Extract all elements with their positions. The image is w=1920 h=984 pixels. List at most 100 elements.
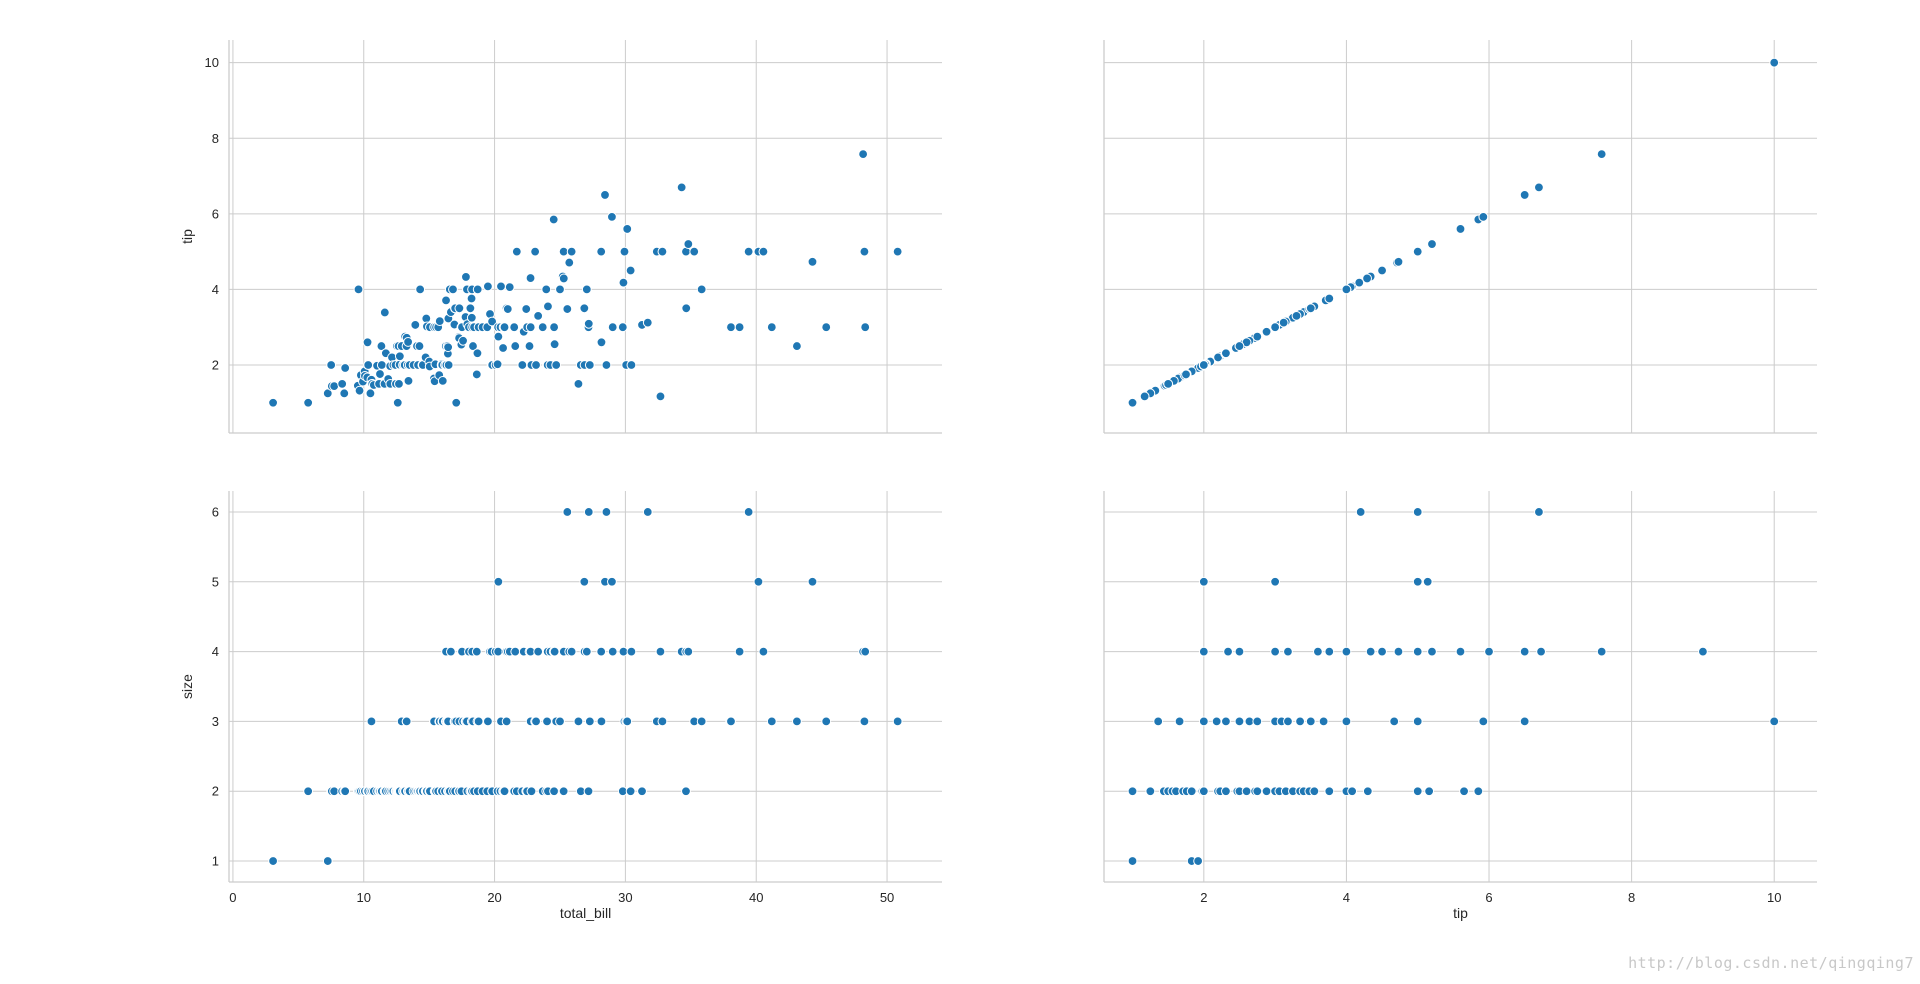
scatter-point <box>642 317 653 328</box>
scatter-point <box>1283 716 1293 727</box>
scatter-point <box>726 322 736 333</box>
y-axis-label: size <box>179 674 195 699</box>
scatter-point <box>511 246 522 257</box>
scatter-point <box>596 716 607 727</box>
scatter-point <box>1455 224 1466 234</box>
scatter-point <box>655 391 666 402</box>
scatter-point <box>625 265 636 276</box>
scatter-point <box>1221 786 1231 797</box>
scatter-point <box>601 507 612 517</box>
scatter-point <box>859 246 870 257</box>
scatter-point <box>1305 716 1316 727</box>
scatter-point <box>303 397 314 408</box>
scatter-point <box>437 375 448 386</box>
scatter-point <box>1305 303 1316 314</box>
scatter-point <box>792 341 802 351</box>
scatter-point <box>625 786 636 797</box>
scatter-point <box>472 348 483 359</box>
scatter-point <box>525 273 536 283</box>
scatter-point <box>683 239 694 249</box>
scatter-point <box>326 360 337 370</box>
scatter-point <box>375 369 385 379</box>
scatter-point <box>1412 716 1423 727</box>
scatter-point <box>1412 576 1423 587</box>
scatter-point <box>1221 716 1231 727</box>
scatter-point <box>637 786 647 797</box>
scatter-point <box>792 716 802 727</box>
scatter-point <box>1221 348 1231 359</box>
scatter-point <box>1163 378 1174 389</box>
scatter-point <box>471 646 482 657</box>
scatter-point <box>1198 646 1209 657</box>
scatter-point <box>821 322 832 333</box>
scatter-point <box>363 360 374 370</box>
scatter-point <box>445 646 456 657</box>
scatter-point <box>601 360 612 370</box>
scatter-point <box>683 646 694 657</box>
panel-tip-vs-tip <box>1103 40 1817 434</box>
scatter-point <box>558 273 569 284</box>
scatter-point <box>493 331 504 342</box>
scatter-point <box>1234 716 1245 727</box>
scatter-point <box>1365 646 1376 657</box>
scatter-point <box>353 284 364 295</box>
scatter-point <box>766 716 777 727</box>
scatter-point <box>892 246 903 257</box>
y-axis-label: tip <box>179 229 195 244</box>
y-tick-label: 2 <box>212 357 219 372</box>
scatter-point <box>596 337 607 348</box>
scatter-point <box>622 224 633 234</box>
scatter-point <box>487 316 497 327</box>
scatter-point <box>1198 786 1209 797</box>
x-tick-label: 30 <box>618 890 632 905</box>
x-tick-label: 6 <box>1485 890 1492 905</box>
scatter-point <box>596 646 607 657</box>
scatter-point <box>581 284 592 295</box>
scatter-point <box>1393 256 1404 267</box>
scatter-point <box>1139 391 1150 402</box>
scatter-point <box>558 246 569 257</box>
x-axis-label: tip <box>1453 905 1468 921</box>
y-tick-label: 3 <box>212 714 219 729</box>
scatter-point <box>858 149 869 160</box>
scatter-point <box>562 304 573 314</box>
scatter-point <box>533 646 544 657</box>
scatter-point <box>525 322 536 333</box>
scatter-point <box>501 716 512 727</box>
scatter-point <box>362 337 373 348</box>
scatter-point <box>655 646 666 657</box>
scatter-point <box>376 360 387 370</box>
scatter-point <box>510 646 521 657</box>
watermark-text: http://blog.csdn.net/qingqing7 <box>1628 954 1914 972</box>
y-tick-label: 6 <box>212 504 219 519</box>
scatter-point <box>1354 277 1365 288</box>
scatter-point <box>1324 646 1335 657</box>
scatter-point <box>537 322 548 333</box>
scatter-point <box>548 214 559 225</box>
scatter-point <box>558 786 569 797</box>
scatter-point <box>502 304 513 314</box>
scatter-point <box>696 716 707 727</box>
x-tick-label: 0 <box>229 890 236 905</box>
y-tick-label: 5 <box>212 574 219 589</box>
scatter-point <box>1424 786 1435 797</box>
scatter-point <box>379 307 390 318</box>
scatter-point <box>1127 397 1138 408</box>
scatter-point <box>1769 716 1780 727</box>
scatter-point <box>366 716 377 727</box>
scatter-point <box>392 397 403 408</box>
scatter-point <box>499 786 510 797</box>
x-tick-label: 20 <box>487 890 501 905</box>
scatter-point <box>365 388 376 399</box>
scatter-point <box>1769 57 1780 68</box>
scatter-point <box>564 257 575 268</box>
scatter-point <box>1193 856 1204 866</box>
scatter-point <box>642 507 653 517</box>
scatter-point <box>619 246 630 257</box>
scatter-point <box>681 786 691 797</box>
scatter-point <box>1270 646 1281 657</box>
scatter-point <box>1127 786 1138 797</box>
x-tick-label: 10 <box>1767 890 1781 905</box>
scatter-point <box>860 322 871 333</box>
scatter-point <box>1596 149 1607 160</box>
